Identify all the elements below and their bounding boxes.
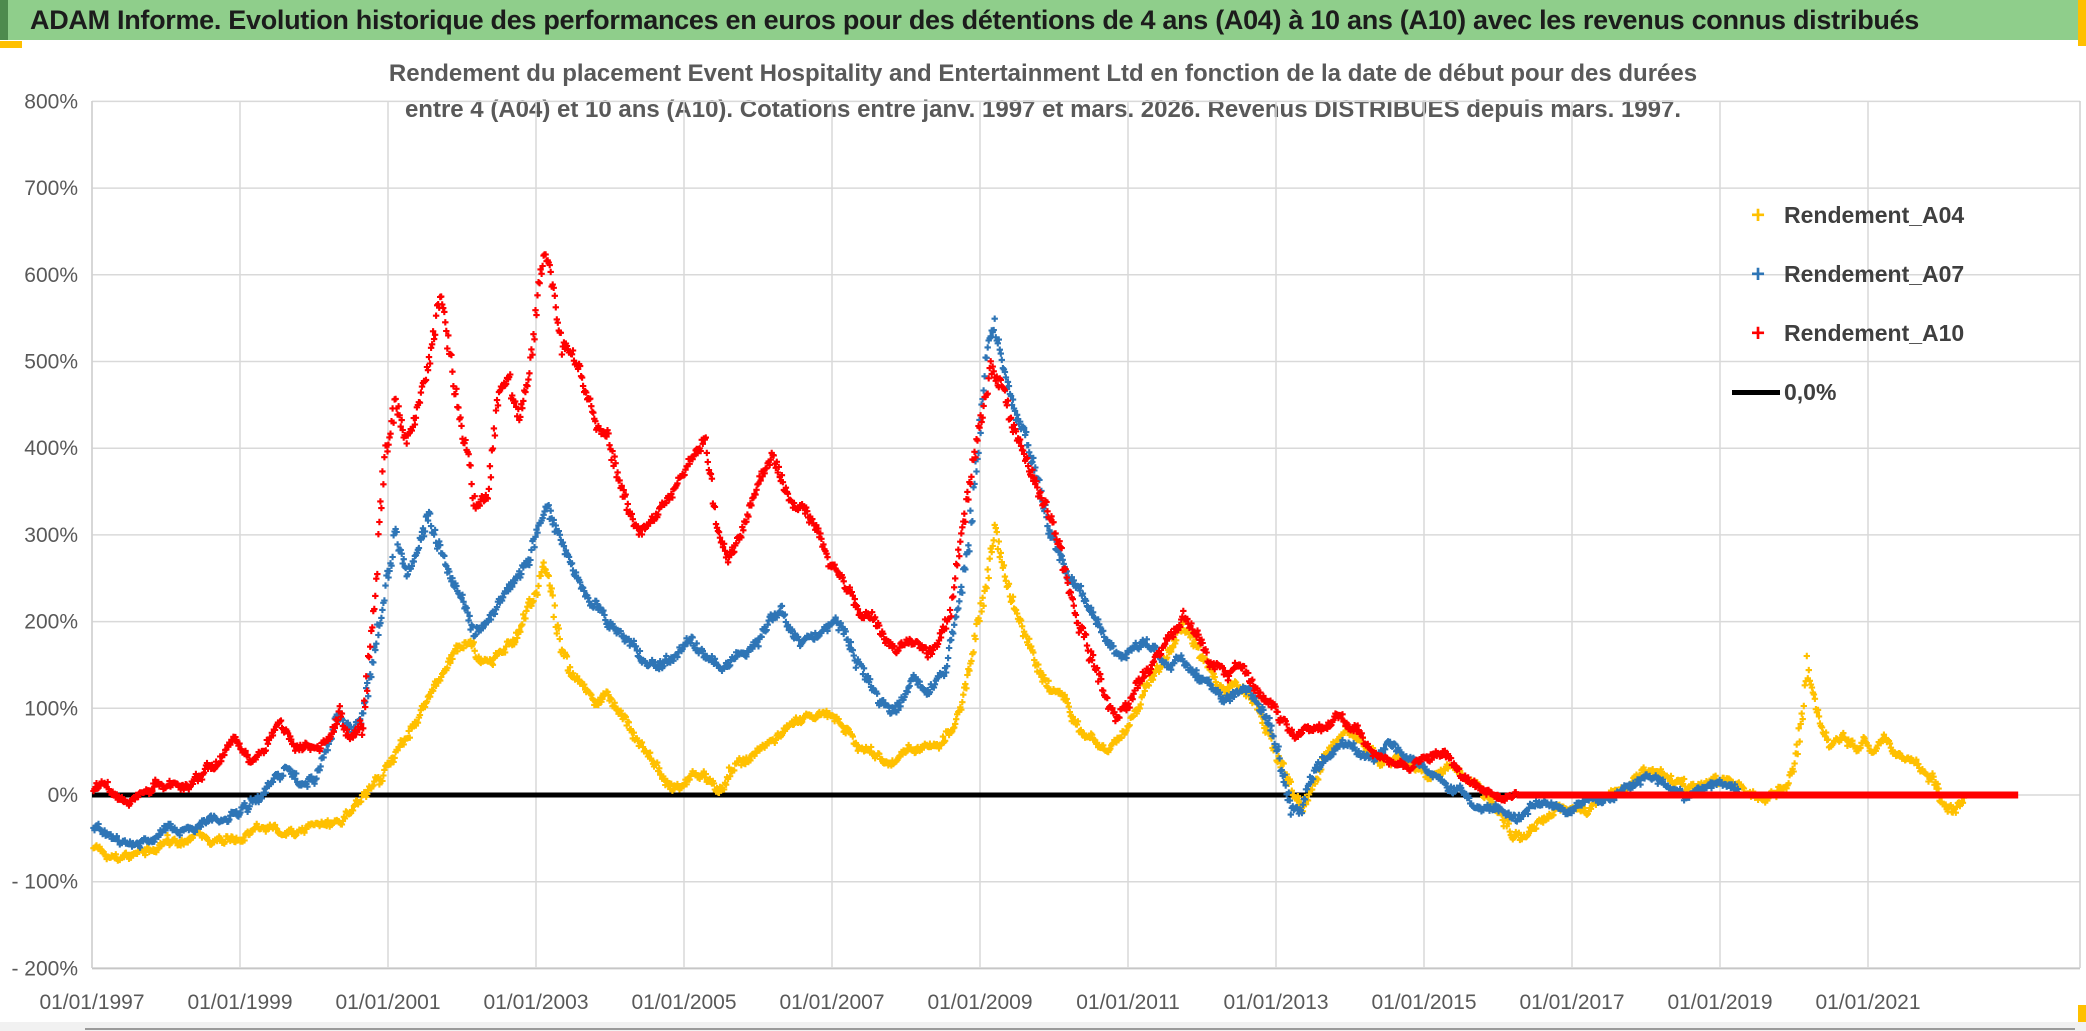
series-points-rendement_a04 — [90, 521, 1968, 864]
legend-plus-marker: + — [1750, 201, 1765, 229]
legend-label: 0,0% — [1784, 379, 1837, 405]
legend-plus-marker: + — [1750, 319, 1765, 347]
y-axis-tick-label: 800% — [24, 90, 78, 113]
y-axis-tick-label: - 200% — [11, 957, 78, 980]
y-axis-tick-label: 0% — [48, 784, 78, 807]
x-axis-tick-label: 01/01/2021 — [1815, 991, 1920, 1014]
legend-label: Rendement_A04 — [1784, 202, 1965, 228]
x-axis-tick-label: 01/01/1997 — [39, 991, 144, 1014]
legend-item-rendement-a04: + Rendement_A04 — [1732, 186, 2062, 245]
chart-title-line2: entre 4 (A04) et 10 ans (A10). Cotations… — [404, 96, 1682, 123]
y-axis-tick-label: 400% — [24, 437, 78, 460]
bottom-window-edge — [85, 1028, 2075, 1030]
legend-plus-marker: + — [1750, 260, 1765, 288]
x-axis-tick-label: 01/01/2007 — [779, 991, 884, 1014]
header-left-edge — [0, 0, 8, 40]
x-axis-tick-label: 01/01/2013 — [1223, 991, 1328, 1014]
chart-legend: + Rendement_A04 + Rendement_A07 + Rendement_A… — [1732, 186, 2062, 422]
accent-bottom-right — [2078, 1005, 2086, 1031]
legend-item-0-0-: 0,0% — [1732, 363, 2062, 422]
y-axis-tick-label: 500% — [24, 351, 78, 374]
x-axis-tick-label: 01/01/2001 — [335, 991, 440, 1014]
y-axis-tick-label: 200% — [24, 611, 78, 634]
legend-item-rendement-a07: + Rendement_A07 — [1732, 245, 2062, 304]
legend-label: Rendement_A07 — [1784, 261, 1965, 287]
y-axis-tick-label: 100% — [24, 697, 78, 720]
y-axis-tick-label: 300% — [24, 524, 78, 547]
x-axis-tick-label: 01/01/2009 — [927, 991, 1032, 1014]
chart-title-line1: Rendement du placement Event Hospitality… — [388, 60, 1698, 87]
legend-line-swatch — [1732, 390, 1780, 395]
header-title: ADAM Informe. Evolution historique des p… — [30, 4, 1920, 35]
x-axis-tick-label: 01/01/1999 — [187, 991, 292, 1014]
x-axis-tick-label: 01/01/2005 — [631, 991, 736, 1014]
x-axis-tick-label: 01/01/2019 — [1667, 991, 1772, 1014]
y-axis-tick-label: - 100% — [11, 871, 78, 894]
header-banner: ADAM Informe. Evolution historique des p… — [0, 0, 2078, 40]
x-axis-tick-label: 01/01/2003 — [483, 991, 588, 1014]
x-axis-tick-label: 01/01/2017 — [1519, 991, 1624, 1014]
y-axis-tick-label: 600% — [24, 264, 78, 287]
chart-title: Rendement du placement Event Hospitality… — [0, 56, 2086, 128]
x-axis-tick-label: 01/01/2015 — [1371, 991, 1476, 1014]
y-axis-tick-label: 700% — [24, 177, 78, 200]
legend-item-rendement-a10: + Rendement_A10 — [1732, 304, 2062, 363]
series-points-rendement_a10 — [90, 251, 1519, 809]
legend-label: Rendement_A10 — [1784, 320, 1965, 346]
series-points-rendement_a07 — [90, 315, 1742, 851]
x-axis-tick-label: 01/01/2011 — [1076, 991, 1180, 1014]
bottom-strip — [0, 1022, 2086, 1031]
accent-below-header-left — [0, 41, 22, 48]
accent-top-right — [2078, 0, 2086, 46]
